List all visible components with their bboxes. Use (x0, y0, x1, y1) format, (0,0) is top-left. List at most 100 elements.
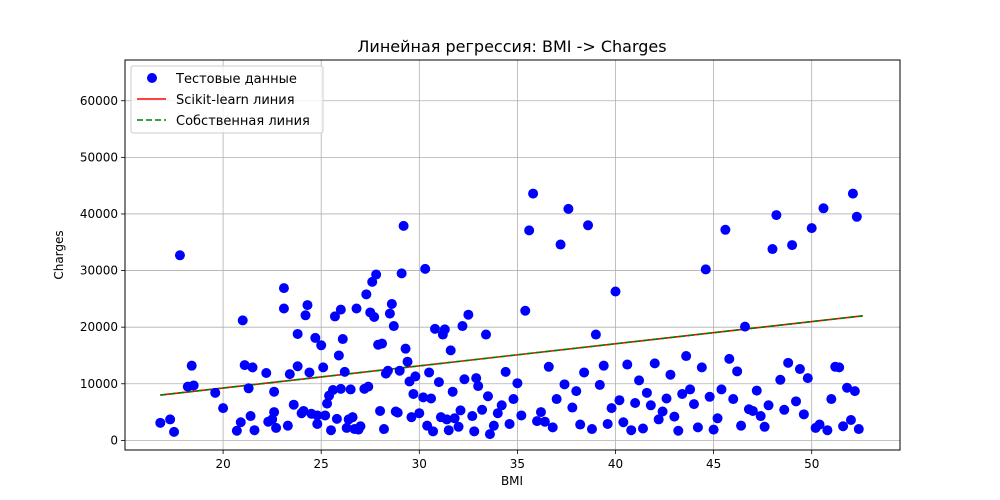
scatter-point (677, 388, 688, 399)
scatter-point (516, 410, 527, 421)
scatter-point (282, 420, 293, 431)
scatter-point (243, 383, 254, 394)
scatter-point (779, 404, 790, 415)
scatter-point (218, 403, 229, 414)
scatter-point (355, 421, 366, 432)
scatter-point (186, 360, 197, 371)
scatter-point (618, 417, 629, 428)
scatter-point (418, 392, 429, 403)
scatter-point (231, 425, 242, 436)
scatter-point (575, 419, 586, 430)
scatter-point (755, 411, 766, 422)
scatter-point (396, 268, 407, 279)
scatter-point (371, 269, 382, 280)
scatter-point (567, 402, 578, 413)
scatter-point (685, 384, 696, 395)
scatter-point (818, 203, 829, 214)
scatter-point (524, 225, 535, 236)
scatter-point (341, 422, 352, 433)
scatter-point (300, 310, 311, 321)
scatter-point (696, 362, 707, 373)
scatter-point (235, 417, 246, 428)
scatter-point (791, 396, 802, 407)
scatter-point (449, 413, 460, 424)
scatter-point (473, 381, 484, 392)
scatter-point (645, 400, 656, 411)
plot-frame (124, 59, 901, 451)
scatter-point (406, 412, 417, 423)
scatter-point (508, 394, 519, 405)
scatter-point (284, 369, 295, 380)
scatter-point (477, 404, 488, 415)
scatter-point (586, 424, 597, 435)
scatter-point (740, 321, 750, 332)
scatter-point (665, 369, 676, 380)
scatter-point (532, 416, 543, 427)
scatter-point (759, 421, 770, 432)
scatter-point (467, 411, 478, 422)
scatter-point (445, 345, 456, 356)
scatter-point (426, 393, 437, 404)
scatter-point (269, 407, 280, 418)
scatter-point (842, 382, 853, 393)
legend-box (130, 65, 324, 134)
scatter-point (853, 424, 864, 435)
y-tick-label: 0 (110, 433, 118, 447)
scatter-point (851, 211, 862, 222)
scatter-point (583, 220, 594, 231)
scatter-point (484, 429, 495, 440)
scatter-point (298, 405, 309, 416)
scatter-point (326, 425, 337, 436)
scatter-point (845, 415, 856, 425)
axis-ticks: 20 25 30 35 40 45 50 0 10000 20000 30000 40000 50000… (80, 94, 820, 471)
scatter-point (559, 379, 570, 390)
scatter-point (337, 334, 348, 345)
scatter-point (681, 351, 692, 362)
scatter-point (512, 378, 523, 389)
scatter-point (392, 407, 403, 418)
scatter-point (237, 315, 248, 326)
scatter-point (728, 394, 739, 405)
scatter-point (457, 321, 468, 332)
scatter-point (351, 303, 362, 314)
scatter-point (239, 360, 250, 371)
scatter-point (720, 224, 731, 235)
scatter-point (598, 360, 609, 371)
scatter-point (363, 381, 374, 392)
scatter-point (590, 329, 601, 340)
scatter-point (838, 421, 849, 432)
x-tick-label: 50 (804, 457, 819, 471)
scatter-point (724, 353, 735, 364)
scatter-point (155, 417, 166, 428)
scatter-point (849, 386, 860, 397)
scatter-point (481, 329, 492, 340)
scatter-point (441, 414, 452, 425)
scatter-point (610, 286, 621, 297)
scatter-point (439, 324, 450, 335)
scatter-point (361, 289, 372, 300)
scatter-point (802, 373, 813, 384)
scatter-point (649, 358, 660, 369)
scatter-point (245, 411, 256, 422)
scatter-point (669, 411, 680, 422)
scatter-point (571, 386, 582, 397)
scatter-point (247, 362, 258, 373)
scatter-point (310, 332, 321, 343)
scatter-point (634, 375, 645, 386)
scatter-point (673, 425, 684, 436)
x-tick-label: 35 (510, 457, 525, 471)
scatter-point (402, 356, 413, 367)
scatter-point (261, 368, 272, 379)
scatter-point (543, 361, 554, 372)
y-tick-label: 20000 (80, 320, 118, 334)
x-tick-label: 40 (608, 457, 623, 471)
legend-marker-test-data (147, 73, 157, 83)
y-tick-label: 30000 (80, 264, 118, 278)
scatter-point (520, 305, 531, 316)
scatter-point (751, 385, 762, 396)
scatter-point (551, 394, 562, 405)
scatter-point (482, 391, 493, 402)
y-tick-label: 60000 (80, 94, 118, 108)
scatter-point (292, 361, 303, 372)
